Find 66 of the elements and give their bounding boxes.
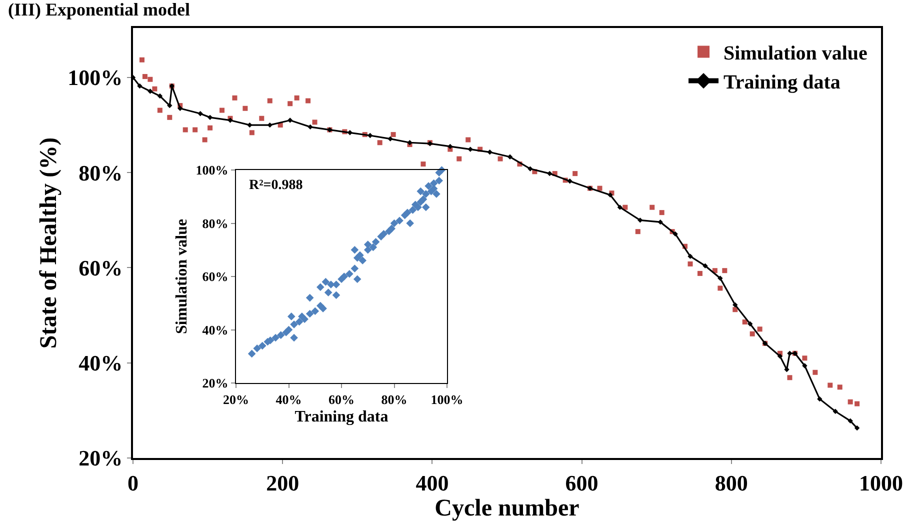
legend-label: Simulation value — [724, 42, 868, 65]
y-tick-label: 100% — [196, 162, 228, 178]
y-tick-label: 80% — [202, 216, 228, 231]
x-tick-label: 600 — [565, 470, 598, 496]
point — [528, 166, 533, 172]
point — [777, 354, 783, 359]
x-tick-label: 200 — [266, 470, 300, 496]
point — [638, 218, 643, 223]
point — [368, 132, 373, 138]
x-tick-label: 20% — [223, 392, 249, 407]
y-tick-label: 60% — [202, 269, 228, 284]
x-tick-label: 400 — [416, 470, 449, 496]
point — [658, 219, 663, 225]
point — [748, 321, 753, 326]
point — [832, 408, 838, 414]
point — [207, 114, 213, 120]
point — [487, 150, 492, 155]
point — [848, 418, 853, 424]
y-tick-label: 40% — [202, 322, 228, 338]
point — [547, 170, 552, 176]
y-tick-label: 40% — [78, 350, 123, 376]
legend-label: Training data — [724, 72, 840, 94]
y-tick-label: 100% — [68, 65, 123, 90]
point — [448, 144, 453, 150]
point — [137, 83, 142, 89]
point — [854, 425, 860, 431]
point — [308, 124, 313, 130]
point — [672, 231, 678, 237]
point — [732, 302, 738, 308]
y-tick-label: 60% — [78, 255, 123, 280]
point — [247, 122, 252, 128]
x-tick-label: 0 — [128, 470, 138, 496]
point — [702, 263, 708, 268]
point — [157, 93, 163, 99]
point — [688, 254, 693, 259]
y-tick-label: 20% — [78, 446, 123, 471]
y-tick-label: 20% — [202, 376, 228, 391]
x-tick-label: 40% — [276, 392, 302, 407]
point — [167, 102, 172, 108]
x-tick-label: 60% — [328, 392, 354, 407]
y-axis-title: State of Healthy (%) — [36, 137, 62, 349]
point — [787, 350, 792, 356]
point — [347, 130, 353, 136]
point — [388, 136, 393, 142]
x-tick-label: 80% — [381, 392, 408, 407]
point — [802, 363, 808, 368]
point — [507, 154, 513, 160]
point — [718, 276, 723, 281]
x-tick-label: 1000 — [859, 470, 903, 496]
chart-title: (III) Exponential model — [8, 0, 190, 20]
point — [817, 396, 822, 402]
x-axis-title: Training data — [294, 408, 388, 426]
point — [178, 106, 183, 111]
x-tick-label: 100% — [430, 392, 464, 407]
annotation: R²=0.988 — [249, 178, 303, 193]
point — [567, 178, 572, 184]
point — [468, 146, 473, 152]
point — [617, 204, 623, 210]
x-tick-label: 800 — [714, 470, 748, 496]
point — [148, 88, 153, 94]
point — [198, 111, 203, 116]
x-axis-title: Cycle number — [434, 495, 580, 522]
y-tick-label: 80% — [78, 160, 123, 186]
point — [287, 118, 293, 123]
point — [267, 122, 272, 128]
y-axis-title: Simulation value — [174, 218, 191, 334]
